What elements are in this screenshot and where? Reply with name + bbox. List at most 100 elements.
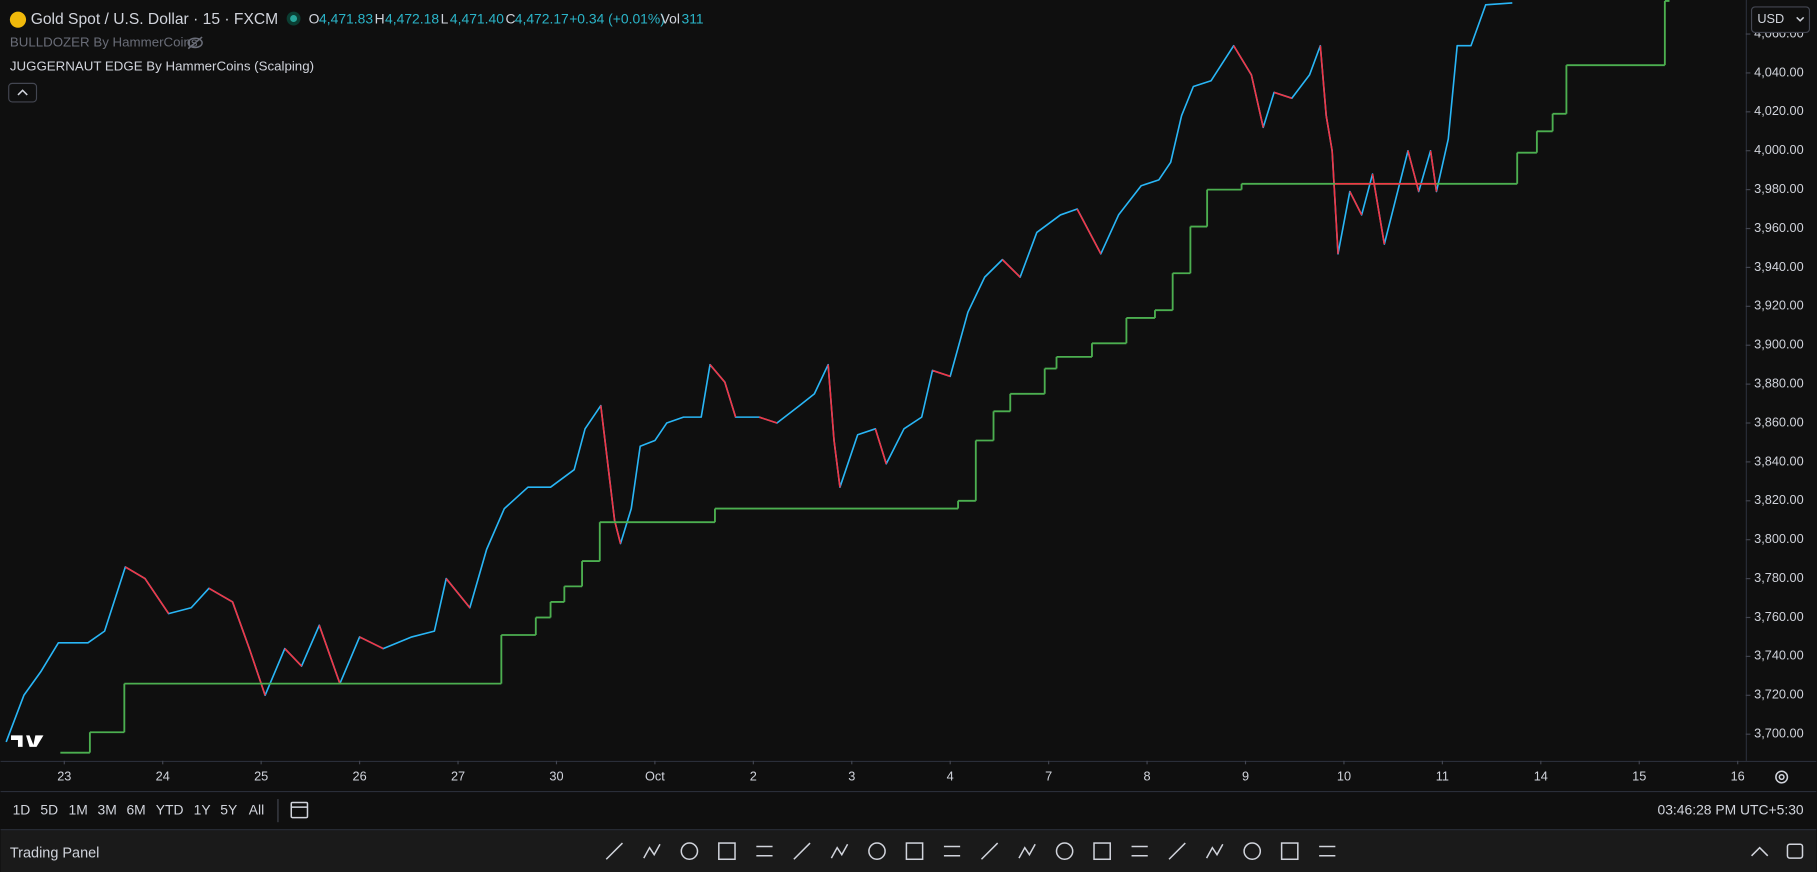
down-move [724, 381, 737, 418]
y-tick-label: 4,040.00 [1754, 64, 1804, 79]
y-tick-label: 3,840.00 [1754, 453, 1804, 468]
l-label: L [441, 10, 449, 26]
c-value: 4,472.17 [515, 10, 569, 26]
y-tick-label: 3,760.00 [1754, 609, 1804, 624]
tool-glyph [643, 843, 661, 859]
indicator[interactable]: JUGGERNAUT EDGE By HammerCoins (Scalping… [10, 59, 314, 74]
timeframe-button[interactable]: 1D [13, 801, 31, 817]
drawing-tool[interactable] [1205, 843, 1224, 859]
timeframe-button[interactable]: 3M [97, 801, 116, 817]
tool-glyph [905, 842, 924, 861]
timeframe-button[interactable]: 6M [126, 801, 145, 817]
y-tick-label: 4,000.00 [1754, 142, 1804, 157]
drawing-tool[interactable] [1055, 842, 1074, 861]
drawing-tool[interactable] [943, 845, 961, 857]
tool-glyph [980, 842, 999, 860]
drawing-tool[interactable] [718, 842, 736, 861]
timeframe-button[interactable]: 1M [69, 801, 88, 817]
x-tick-label: 26 [353, 768, 367, 783]
down-move [613, 520, 622, 544]
drawing-tool[interactable] [905, 842, 924, 861]
drawing-tool[interactable] [1131, 845, 1148, 857]
down-move [1001, 259, 1021, 278]
y-tick-label: 3,920.00 [1754, 298, 1804, 313]
down-move [359, 636, 384, 650]
timeframe-button[interactable]: 1Y [194, 801, 211, 817]
o-label: O [309, 10, 320, 26]
x-tick-label: 14 [1534, 768, 1548, 783]
currency: USD [1757, 11, 1784, 26]
drawing-tool[interactable] [980, 842, 999, 860]
drawing-tool[interactable] [756, 845, 773, 857]
timeframe-button[interactable]: 5D [40, 801, 58, 817]
x-tick-label: 3 [848, 768, 855, 783]
collapse-icon [17, 89, 28, 96]
maximize-panel[interactable] [1786, 843, 1804, 859]
timeframe-button[interactable]: 5Y [220, 801, 237, 817]
down-move [932, 369, 951, 378]
y-tick-label: 3,800.00 [1754, 531, 1804, 546]
drawing-tool[interactable] [830, 843, 849, 859]
dropdown-icon [1796, 16, 1805, 22]
x-tick-label: 27 [451, 768, 465, 783]
date-range-icon[interactable] [290, 801, 309, 819]
vol-value: 311 [682, 10, 704, 26]
timeframe-button[interactable]: All [249, 801, 264, 817]
collapse-button[interactable] [8, 82, 38, 103]
down-move [709, 364, 726, 383]
c-label: C [506, 10, 516, 26]
down-move [144, 578, 170, 615]
x-tick-label: 23 [57, 768, 71, 783]
h-label: H [375, 10, 385, 26]
drawing-tool[interactable] [1243, 842, 1262, 861]
currency-button[interactable] [1750, 6, 1811, 34]
down-move [833, 440, 841, 488]
l-value: 4,471.40 [450, 10, 504, 26]
drawing-tool[interactable] [605, 842, 623, 860]
down-move [231, 601, 251, 649]
y-tick-label: 3,940.00 [1754, 259, 1804, 274]
hidden-icon[interactable] [187, 36, 203, 50]
drawing-tool[interactable] [643, 843, 661, 859]
y-tick-label: 3,700.00 [1754, 726, 1804, 741]
collapse-panel[interactable] [1751, 846, 1769, 857]
y-tick-label: 3,900.00 [1754, 337, 1804, 352]
symbol-icon [9, 11, 27, 28]
down-move [1331, 150, 1339, 254]
drawing-tool[interactable] [1018, 843, 1036, 859]
drawing-tools [605, 842, 1336, 861]
tv-logo [11, 735, 44, 747]
down-move [284, 648, 303, 667]
drawing-tool[interactable] [680, 842, 699, 861]
y-tick-label: 3,980.00 [1754, 181, 1804, 196]
drawing-tool[interactable] [868, 842, 886, 861]
tool-glyph [680, 842, 699, 861]
x-tick-label: 4 [947, 768, 954, 783]
drawing-tool[interactable] [1093, 842, 1111, 861]
tool-glyph [1018, 843, 1036, 859]
drawing-tool[interactable] [793, 842, 811, 860]
trading-panel[interactable]: Trading Panel [10, 845, 100, 861]
down-move [1233, 45, 1253, 76]
timeframe-button[interactable]: YTD [156, 801, 184, 817]
x-tick-label: 25 [254, 768, 268, 783]
tool-glyph [793, 842, 811, 860]
y-tick-label: 3,860.00 [1754, 414, 1804, 429]
down-move [124, 566, 146, 580]
drawing-tool[interactable] [1280, 842, 1299, 861]
symbol-title[interactable]: Gold Spot / U.S. Dollar · 15 · FXCM [31, 11, 278, 28]
settings-icon[interactable] [1775, 770, 1789, 784]
plot-area [5, 0, 1670, 754]
x-tick-label: 16 [1731, 768, 1745, 783]
tool-glyph [1243, 842, 1262, 861]
down-move [208, 587, 234, 603]
drawing-tool[interactable] [1319, 845, 1336, 857]
x-tick-label: 15 [1632, 768, 1646, 783]
timeframes: 1D 5D 1M 3M 6M YTD 1Y 5Y All [13, 801, 265, 817]
tool-glyph [1205, 843, 1224, 859]
tool-glyph [1280, 842, 1299, 861]
drawing-tool[interactable] [1168, 842, 1186, 860]
indicator[interactable]: BULLDOZER By HammerCoins [10, 34, 198, 49]
x-tick-label: 10 [1337, 768, 1351, 783]
